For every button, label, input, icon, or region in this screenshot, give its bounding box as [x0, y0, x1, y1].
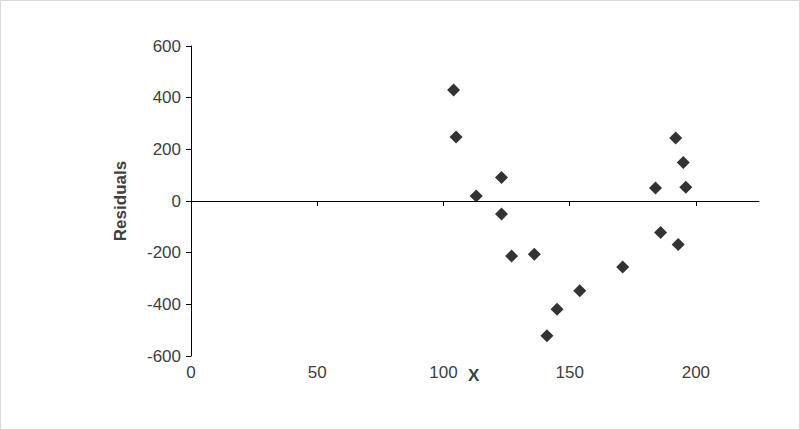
svg-text:200: 200	[682, 363, 710, 382]
svg-text:150: 150	[555, 363, 583, 382]
svg-text:-400: -400	[147, 295, 181, 314]
svg-text:-600: -600	[147, 347, 181, 366]
svg-text:0: 0	[172, 192, 181, 211]
svg-text:600: 600	[153, 37, 181, 56]
svg-text:400: 400	[153, 88, 181, 107]
svg-text:50: 50	[308, 363, 327, 382]
svg-text:0: 0	[186, 363, 195, 382]
svg-text:-200: -200	[147, 243, 181, 262]
svg-text:200: 200	[153, 140, 181, 159]
svg-text:Residuals: Residuals	[111, 161, 130, 241]
svg-text:X: X	[468, 366, 480, 385]
svg-text:100: 100	[429, 363, 457, 382]
